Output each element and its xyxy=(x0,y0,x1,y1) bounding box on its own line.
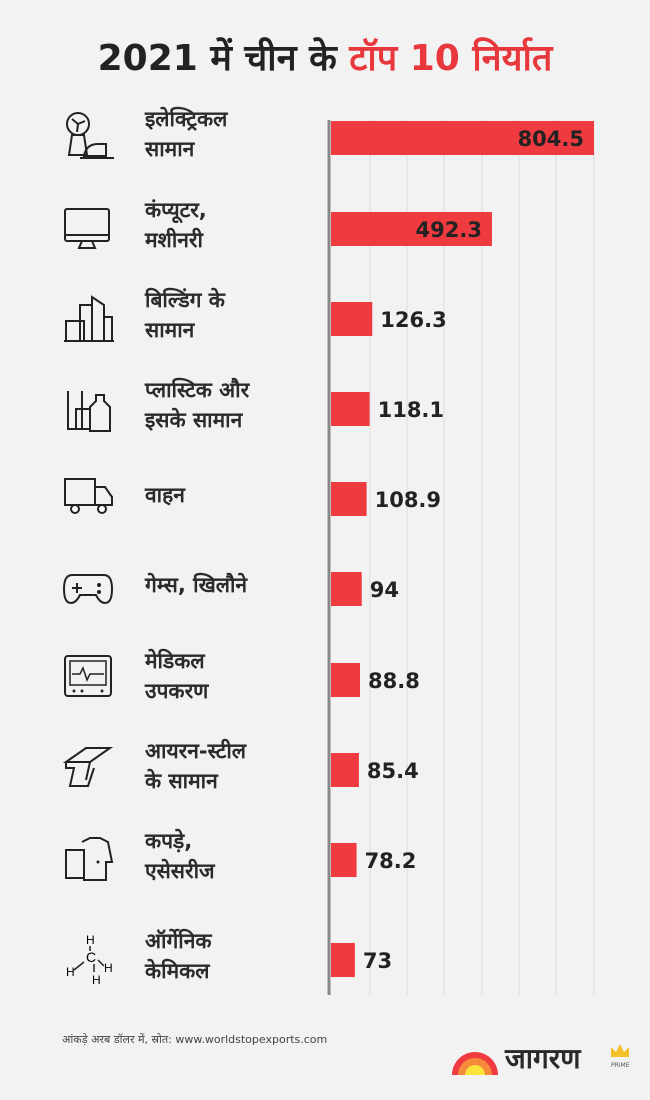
category-label-line: के सामान xyxy=(145,769,218,793)
data-label: 88.8 xyxy=(368,669,420,693)
title-part-2: टॉप 10 निर्यात xyxy=(349,38,553,79)
bar xyxy=(331,212,492,246)
data-label: 118.1 xyxy=(378,398,444,422)
logo-sub: PRIME xyxy=(611,1062,630,1069)
bar xyxy=(331,663,361,697)
bar xyxy=(331,843,357,877)
category-label: कंप्यूटर, मशीनरी xyxy=(145,195,325,255)
svg-text:H: H xyxy=(104,961,113,975)
category-label: आयरन-स्टील के सामान xyxy=(145,736,325,796)
data-label: 108.9 xyxy=(375,488,441,512)
delivery-truck-icon xyxy=(62,471,118,527)
category-label-line: गेम्स, खिलौने xyxy=(145,573,248,597)
category-label-line: प्लास्टिक और xyxy=(145,378,250,402)
source-note: आंकड़े अरब डॉलर में, स्रोत: www.worldsto… xyxy=(62,1033,328,1046)
bar xyxy=(331,482,367,516)
bar xyxy=(331,753,359,787)
steel-beam-icon xyxy=(62,742,118,798)
category-label: वाहन xyxy=(145,480,325,510)
bar-chart: 804.5 492.3 126.3 118.1 108.9 94 88.8 85.4 78.2 7… xyxy=(327,120,595,995)
category-label-line: ऑर्गेनिक xyxy=(145,929,212,953)
category-label-line: वाहन xyxy=(145,483,185,507)
title-part-1: 2021 में चीन के xyxy=(97,38,337,79)
svg-text:C: C xyxy=(86,949,96,965)
svg-text:H: H xyxy=(92,973,101,987)
category-label-line: इलेक्ट्रिकल xyxy=(145,107,228,131)
category-label: कपड़े, एसेसरीज xyxy=(145,826,325,886)
svg-text:H: H xyxy=(66,965,75,979)
data-label: 73 xyxy=(363,949,392,973)
data-label: 94 xyxy=(370,578,399,602)
sun-logo-icon xyxy=(452,1052,498,1075)
category-label-line: सामान xyxy=(145,137,195,161)
category-label-line: कपड़े, xyxy=(145,829,193,853)
category-label-line: मेडिकल xyxy=(145,649,205,673)
data-label: 492.3 xyxy=(416,218,482,242)
category-label-line: इसके सामान xyxy=(145,408,243,432)
data-label: 804.5 xyxy=(518,127,584,151)
category-label-line: एसेसरीज xyxy=(145,859,215,883)
category-label-line: कंप्यूटर, xyxy=(145,198,207,222)
clothes-icon xyxy=(62,832,118,888)
category-label-line: मशीनरी xyxy=(145,228,203,252)
category-label: इलेक्ट्रिकल सामान xyxy=(145,104,325,164)
crown-icon xyxy=(611,1044,629,1057)
fan-iron-icon xyxy=(62,110,118,166)
bar xyxy=(331,121,594,155)
medical-monitor-icon xyxy=(62,652,118,708)
category-label: बिल्डिंग के सामान xyxy=(145,285,325,345)
category-label-line: सामान xyxy=(145,318,195,342)
category-label-line: आयरन-स्टील xyxy=(145,739,247,763)
data-label: 78.2 xyxy=(365,849,417,873)
data-label: 126.3 xyxy=(380,308,446,332)
jagran-prime-logo: जागरण PRIME xyxy=(450,1042,640,1075)
gamepad-icon xyxy=(62,561,118,617)
category-label: प्लास्टिक और इसके सामान xyxy=(145,375,325,435)
bar xyxy=(331,572,362,606)
category-label: मेडिकल उपकरण xyxy=(145,646,325,706)
buildings-icon xyxy=(62,291,118,347)
category-label-line: केमिकल xyxy=(145,959,210,983)
category-label: ऑर्गेनिक केमिकल xyxy=(145,926,325,986)
svg-text:H: H xyxy=(86,933,95,947)
bar xyxy=(331,302,373,336)
plastic-bottles-icon xyxy=(62,381,118,437)
data-label: 85.4 xyxy=(367,759,419,783)
category-label-line: उपकरण xyxy=(145,679,209,703)
page-title: 2021 में चीन के टॉप 10 निर्यात xyxy=(0,32,650,81)
bar xyxy=(331,943,355,977)
logo-text: जागरण xyxy=(505,1042,581,1075)
computer-monitor-icon xyxy=(62,201,118,257)
category-label: गेम्स, खिलौने xyxy=(145,570,325,600)
bar xyxy=(331,392,370,426)
category-label-line: बिल्डिंग के xyxy=(145,288,225,312)
